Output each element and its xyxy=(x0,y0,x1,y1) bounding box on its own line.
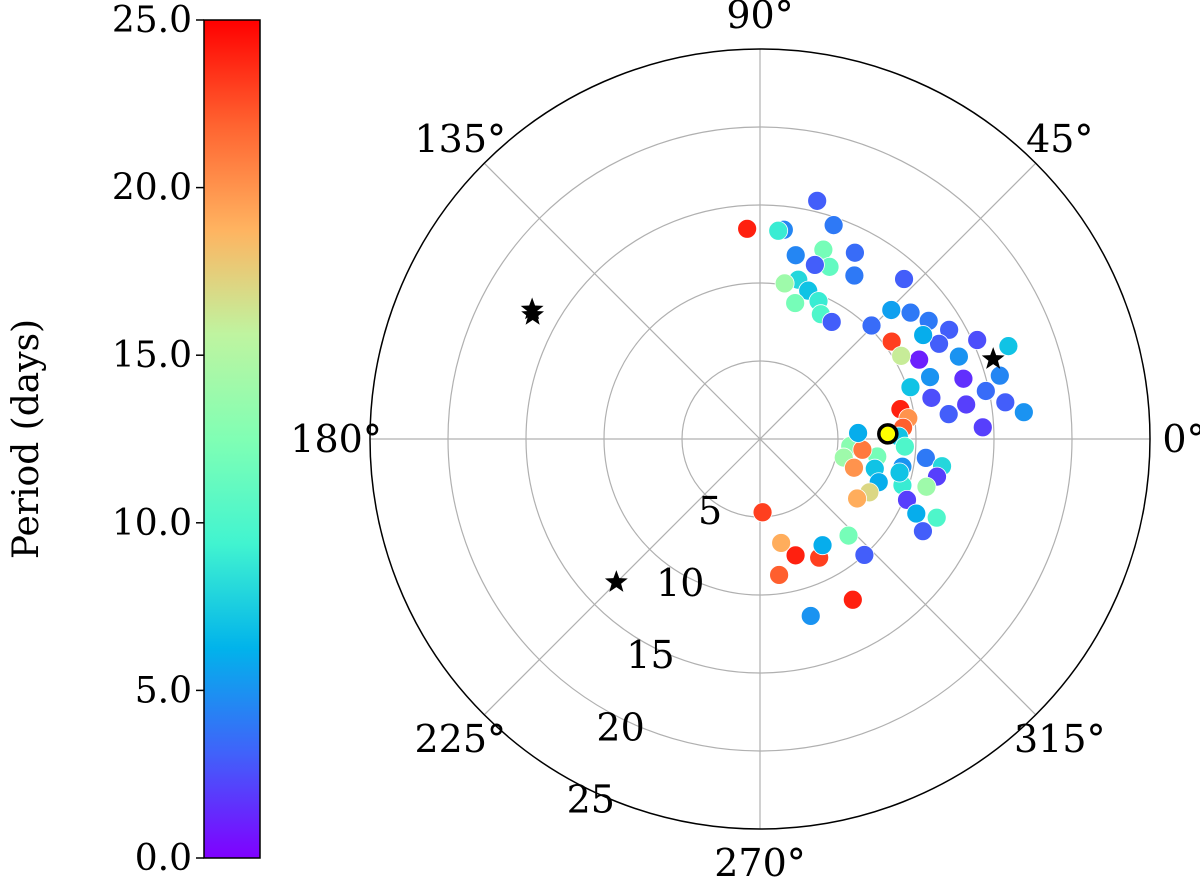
data-point xyxy=(842,589,863,610)
data-point xyxy=(768,220,789,241)
colorbar-gradient xyxy=(203,19,261,859)
polar-outline xyxy=(369,48,1151,830)
colorbar-tick-label: 10.0 xyxy=(112,503,192,544)
angle-tick-label: 270° xyxy=(714,841,806,879)
data-point xyxy=(975,381,996,401)
radial-tick-label: 20 xyxy=(596,705,644,749)
star-markers xyxy=(520,297,1005,592)
data-point xyxy=(852,439,873,460)
data-point xyxy=(752,502,773,523)
data-point xyxy=(861,315,882,336)
data-point xyxy=(881,300,902,320)
star-marker xyxy=(981,347,1005,369)
data-point xyxy=(929,333,949,354)
data-point xyxy=(956,394,977,415)
star-marker xyxy=(604,570,628,592)
angle-tick-label: 315° xyxy=(1014,717,1106,761)
data-point xyxy=(995,392,1016,413)
data-point xyxy=(881,331,902,352)
highlight-point xyxy=(877,423,899,445)
data-point xyxy=(906,503,927,524)
data-point xyxy=(785,545,806,566)
data-point xyxy=(821,312,842,332)
data-point xyxy=(838,525,859,546)
data-point xyxy=(897,489,917,510)
angular-grid-line xyxy=(759,162,1037,440)
colorbar-label: Period (days) xyxy=(6,319,47,559)
angular-grid-line xyxy=(483,162,761,440)
colorbar-tick-label: 5.0 xyxy=(135,670,192,711)
data-point xyxy=(967,330,988,350)
data-point xyxy=(989,365,1010,386)
data-point xyxy=(894,269,914,289)
radial-tick-label: 5 xyxy=(698,489,722,533)
data-point xyxy=(972,417,993,438)
data-point xyxy=(845,242,865,263)
data-point xyxy=(848,423,868,443)
data-point xyxy=(998,336,1019,357)
angle-tick-label: 0° xyxy=(1162,417,1200,461)
data-point xyxy=(774,273,795,294)
angular-grid-line xyxy=(759,438,1037,716)
data-point xyxy=(920,367,940,388)
data-point xyxy=(854,545,875,565)
data-point xyxy=(909,349,930,370)
angular-grid-line xyxy=(483,438,761,716)
colorbar-ticks: 0.0 5.0 10.0 15.0 20.0 25.0 xyxy=(112,0,204,879)
data-point xyxy=(948,346,969,367)
data-point xyxy=(889,462,910,483)
polar-plot: 0° 45° 90° 135° 180° 225° 270° 315° 5 10 15 20 25 xyxy=(290,0,1200,879)
data-point xyxy=(913,325,934,345)
angle-tick-labels: 0° 45° 90° 135° 180° 225° 270° 315° xyxy=(290,0,1200,879)
data-point xyxy=(769,565,790,585)
data-point xyxy=(1013,402,1034,423)
data-point xyxy=(823,215,844,236)
angle-tick-label: 225° xyxy=(414,717,506,761)
radial-tick-label: 15 xyxy=(626,633,674,677)
colorbar: 0.0 5.0 10.0 15.0 20.0 25.0 Period (days) xyxy=(6,0,261,879)
data-point xyxy=(921,387,942,408)
data-point xyxy=(847,488,867,509)
highlight-marker xyxy=(877,423,899,445)
data-point xyxy=(900,302,921,323)
data-point xyxy=(812,535,833,556)
data-point xyxy=(894,436,915,457)
data-point xyxy=(913,521,933,542)
data-point xyxy=(939,319,960,340)
data-point xyxy=(804,255,825,275)
polar-grid xyxy=(370,49,1150,829)
radial-tick-label: 10 xyxy=(656,561,704,605)
data-point xyxy=(807,190,828,211)
data-point xyxy=(926,507,947,528)
data-point xyxy=(953,368,974,389)
data-point xyxy=(771,533,792,553)
angle-tick-label: 45° xyxy=(1026,117,1093,161)
data-point xyxy=(800,606,821,626)
radial-tick-labels: 5 10 15 20 25 xyxy=(567,489,723,821)
data-point xyxy=(938,404,959,425)
data-points xyxy=(737,190,1034,626)
data-point xyxy=(785,293,806,313)
data-point xyxy=(891,345,912,366)
angle-tick-label: 135° xyxy=(414,117,506,161)
angle-tick-label: 180° xyxy=(290,417,382,461)
data-point xyxy=(916,476,937,497)
radial-tick-label: 25 xyxy=(567,777,615,821)
colorbar-tick-label: 20.0 xyxy=(112,168,192,209)
data-point xyxy=(900,377,921,398)
data-point xyxy=(915,447,936,468)
colorbar-tick-label: 0.0 xyxy=(135,838,192,879)
data-point xyxy=(844,457,864,478)
star-marker xyxy=(521,303,545,325)
colorbar-tick-label: 15.0 xyxy=(112,335,192,376)
data-point xyxy=(785,245,806,266)
data-point xyxy=(813,239,834,260)
colorbar-tick-label: 25.0 xyxy=(112,0,192,41)
angle-tick-label: 90° xyxy=(726,0,793,37)
data-point xyxy=(844,265,865,286)
data-point xyxy=(737,218,758,239)
